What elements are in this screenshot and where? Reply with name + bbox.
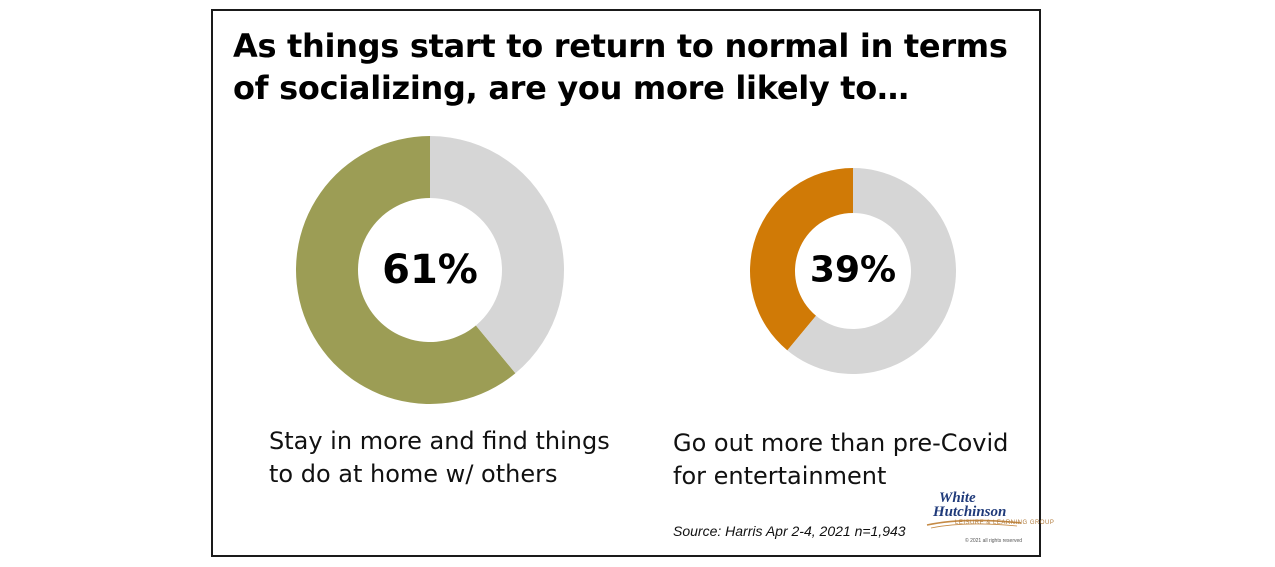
donut-slice-value xyxy=(750,168,853,351)
logo-copyright: © 2021 all rights reserved xyxy=(965,538,1023,544)
white-hutchinson-logo: White Hutchinson LEISURE & LEARNING GROU… xyxy=(925,487,1054,547)
donut-chart-go-out: 39% xyxy=(750,168,956,374)
donut-slice-remainder xyxy=(430,136,564,374)
logo-word-hutchinson: Hutchinson xyxy=(933,504,1007,520)
percent-label-go-out: 39% xyxy=(810,250,896,291)
chart-title: As things start to return to normal in t… xyxy=(233,27,1008,107)
percent-label-stay-in: 61% xyxy=(382,247,478,293)
donut-slice-remainder xyxy=(787,168,956,374)
caption-go-out: Go out more than pre-Covid for entertain… xyxy=(673,429,1009,490)
logo-tagline: LEISURE & LEARNING GROUP xyxy=(955,520,1055,526)
donut-chart-stay-in: 61% xyxy=(295,136,564,404)
logo-word-white: White xyxy=(939,490,976,506)
chart-frame: As things start to return to normal in t… xyxy=(211,9,1054,557)
logo-swoosh-icon xyxy=(926,519,1022,529)
caption-stay-in: Stay in more and find things to do at ho… xyxy=(269,427,610,488)
donut-slice-value xyxy=(295,136,516,404)
source-note: Source: Harris Apr 2-4, 2021 n=1,943 xyxy=(673,523,906,539)
